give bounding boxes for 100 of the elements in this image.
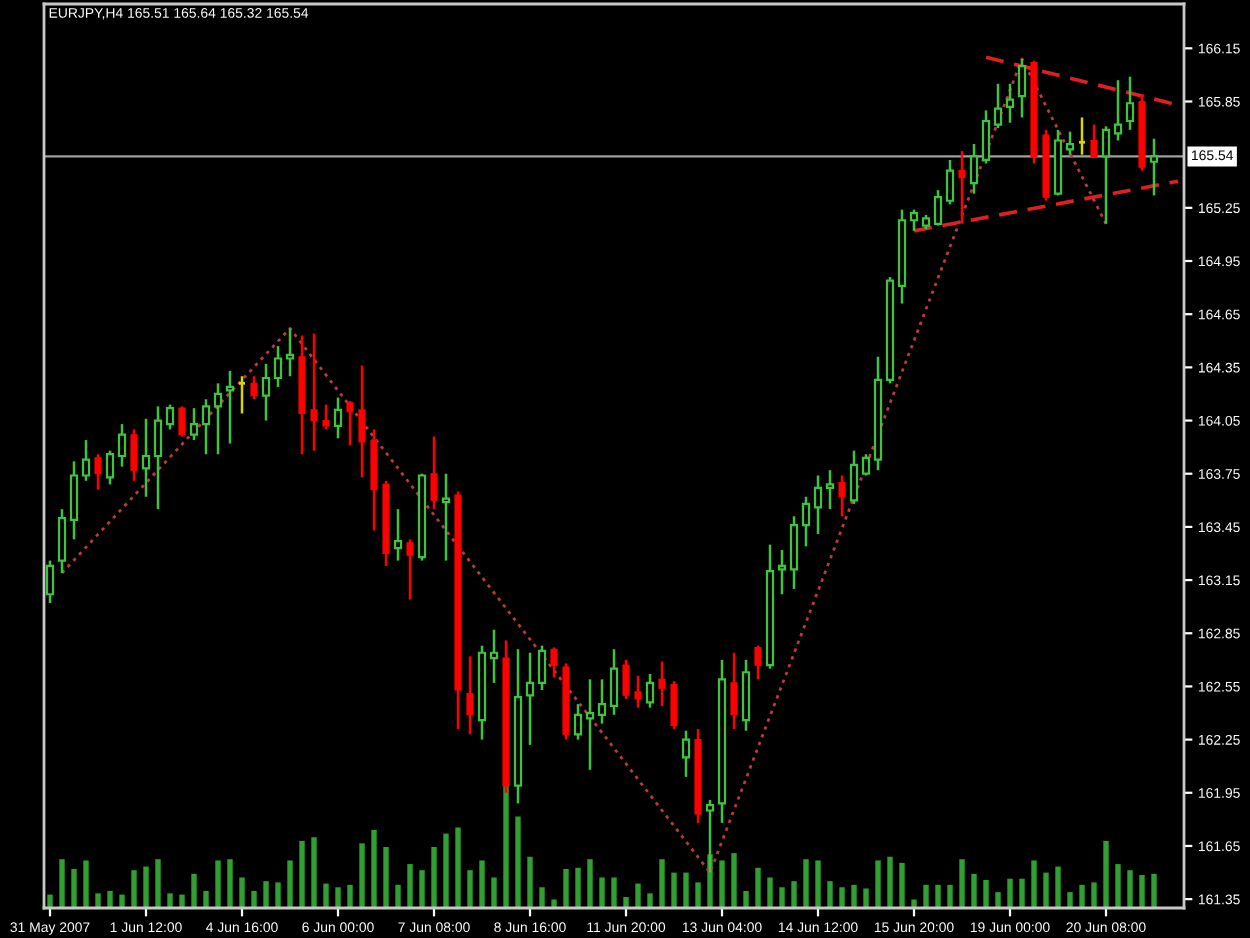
bar: [275, 882, 281, 908]
bar: [647, 893, 653, 908]
bar: [83, 860, 89, 908]
candlestick: [69, 460, 79, 541]
candlestick: [789, 515, 799, 591]
candlestick: [358, 364, 366, 479]
bar: [407, 864, 413, 908]
candlestick: [81, 438, 91, 483]
bar: [599, 877, 605, 908]
bar: [167, 893, 173, 908]
bar: [191, 873, 197, 908]
candlestick: [225, 369, 235, 445]
bar: [671, 872, 677, 908]
candlestick: [622, 658, 630, 701]
candlestick: [430, 435, 438, 511]
bar: [431, 847, 437, 908]
candlestick: [525, 651, 535, 747]
bar: [1055, 866, 1061, 908]
bar: [443, 833, 449, 908]
bar: [563, 868, 569, 908]
candlestick: [105, 449, 115, 486]
bar: [1043, 872, 1049, 908]
bar: [179, 894, 185, 908]
candlestick: [346, 399, 354, 447]
bar: [587, 859, 593, 908]
bar: [803, 859, 809, 908]
candlestick: [825, 468, 835, 511]
bar: [695, 882, 701, 908]
bar: [455, 827, 461, 908]
candlestick: [645, 672, 655, 709]
candlestick: [153, 405, 163, 511]
bar: [923, 884, 929, 908]
candlestick: [1077, 116, 1087, 156]
bar: [731, 853, 737, 908]
candlestick: [165, 403, 175, 431]
bar: [659, 859, 665, 908]
bar: [623, 897, 629, 908]
bar: [611, 877, 617, 908]
bar: [551, 899, 557, 908]
bar: [119, 894, 125, 908]
candlestick: [285, 327, 295, 378]
candlestick: [537, 644, 547, 692]
bar: [1127, 870, 1133, 908]
bar: [887, 856, 893, 908]
bar: [203, 890, 209, 908]
bar: [347, 884, 353, 908]
candlestick: [1101, 125, 1111, 226]
candlestick: [741, 658, 751, 732]
bar: [251, 890, 257, 908]
candlestick: [1005, 82, 1015, 125]
candlestick: [849, 449, 859, 506]
bar: [299, 840, 305, 908]
candlestick: [993, 82, 1003, 130]
candlestick: [441, 472, 451, 562]
candlestick: [213, 382, 223, 456]
candlestick: [57, 507, 67, 575]
bar: [287, 860, 293, 908]
bar: [935, 884, 941, 908]
candlestick: [609, 647, 619, 717]
bar: [863, 888, 869, 908]
bar: [1151, 873, 1157, 908]
candlestick: [585, 678, 595, 771]
candlestick: [634, 674, 642, 709]
candlestick: [730, 651, 738, 731]
bar: [899, 862, 905, 908]
candlestick: [250, 374, 258, 401]
candlestick: [933, 188, 943, 227]
candlestick: [406, 538, 414, 601]
candlestick: [1149, 137, 1159, 197]
bar: [371, 829, 377, 908]
bar: [959, 859, 965, 908]
bar: [311, 837, 317, 908]
bar: [131, 870, 137, 908]
bar: [743, 890, 749, 908]
bar: [539, 887, 545, 908]
candlestick: [1090, 123, 1098, 160]
bar: [263, 881, 269, 908]
bar: [635, 883, 641, 908]
candlestick: [1125, 75, 1135, 132]
candlestick: [201, 398, 211, 456]
bar: [995, 892, 1001, 908]
candlestick: [489, 628, 499, 685]
candlestick: [45, 559, 55, 605]
candlestick: [597, 678, 607, 725]
candlestick: [909, 208, 919, 233]
candlestick: [237, 374, 247, 415]
bar: [239, 877, 245, 908]
candlestick: [981, 109, 991, 165]
bar: [335, 887, 341, 908]
bar: [491, 877, 497, 908]
candlestick: [273, 344, 283, 389]
bar: [839, 887, 845, 908]
bar: [71, 868, 77, 908]
candlestick: [573, 702, 583, 741]
candlestick: [1113, 78, 1123, 142]
candlestick: [189, 406, 199, 442]
candlestick: [945, 158, 955, 206]
bar: [227, 859, 233, 908]
candlestick: [333, 396, 343, 440]
bar: [827, 881, 833, 908]
